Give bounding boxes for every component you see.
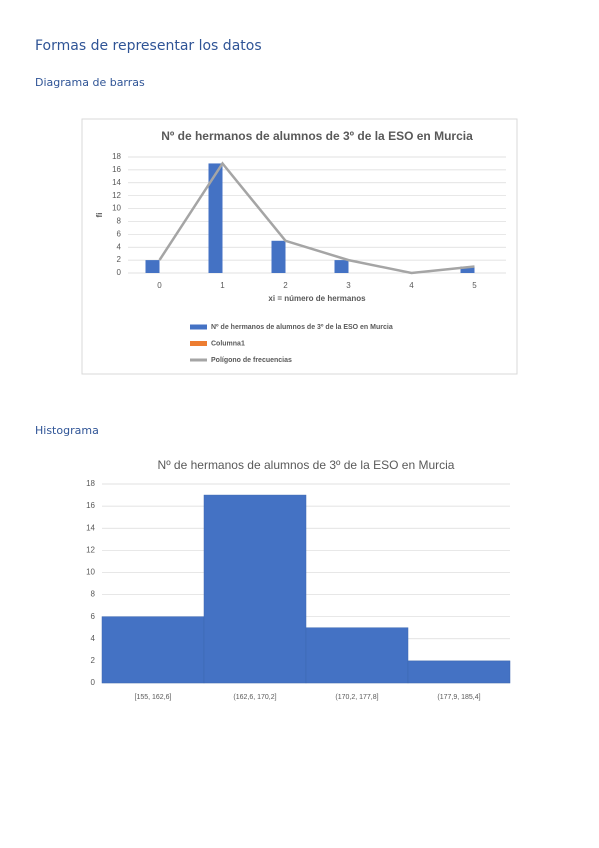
y-tick-label: 2: [117, 255, 122, 264]
x-tick-label: (162,6, 170,2]: [233, 694, 276, 701]
bar: [271, 240, 286, 273]
x-tick-label: 4: [409, 281, 414, 290]
histogram-bar: [305, 627, 409, 684]
y-tick-label: 0: [117, 268, 122, 277]
y-tick-label: 16: [112, 165, 121, 174]
heading: Formas de representar los datos: [35, 38, 262, 54]
section-title: Diagrama de barras: [35, 76, 145, 89]
y-tick-label: 10: [112, 204, 121, 213]
section-title: Histograma: [35, 424, 99, 437]
x-tick-label: [155, 162,6]: [135, 694, 172, 701]
y-tick-label: 16: [86, 501, 95, 510]
frequency-polygon: [158, 161, 475, 275]
y-tick-label: 10: [86, 568, 95, 577]
y-tick-label: 8: [91, 590, 96, 599]
histogram-bar: [203, 494, 307, 684]
y-tick-label: 2: [91, 656, 96, 665]
y-tick-label: 6: [117, 229, 122, 238]
y-tick-label: 12: [86, 545, 95, 554]
x-axis-label: xi = número de hermanos: [268, 294, 366, 303]
y-tick-label: 8: [117, 217, 122, 226]
y-axis-label: fi: [95, 213, 104, 218]
y-tick-label: 0: [91, 678, 96, 687]
bar: [208, 163, 223, 273]
y-tick-label: 4: [117, 242, 122, 251]
legend-key: [190, 341, 207, 346]
x-tick-label: 3: [346, 281, 351, 290]
legend-label: Nº de hermanos de alumnos de 3º de la ES…: [211, 324, 393, 331]
chart-frame: [81, 118, 518, 375]
x-tick-label: (170,2, 177,8]: [335, 694, 378, 701]
x-tick-label: (177,9, 185,4]: [437, 694, 480, 701]
bar: [460, 266, 475, 273]
histogram-bar: [101, 616, 205, 684]
x-tick-label: 5: [472, 281, 477, 290]
histogram-bar: [407, 660, 511, 684]
x-tick-label: 1: [220, 281, 225, 290]
y-tick-label: 18: [86, 479, 95, 488]
x-tick-label: 2: [283, 281, 288, 290]
bar: [334, 260, 349, 273]
y-tick-label: 18: [112, 152, 121, 161]
y-tick-label: 14: [112, 178, 121, 187]
chart-title: Nº de hermanos de alumnos de 3º de la ES…: [158, 458, 455, 472]
bar: [145, 260, 160, 273]
y-tick-label: 12: [112, 191, 121, 200]
x-tick-label: 0: [157, 281, 162, 290]
y-tick-label: 4: [91, 634, 96, 643]
legend-label: Columna1: [211, 340, 245, 347]
y-tick-label: 6: [91, 612, 96, 621]
legend-key: [190, 324, 207, 330]
legend-label: Polígono de frecuencias: [211, 357, 292, 364]
chart-title: Nº de hermanos de alumnos de 3º de la ES…: [161, 129, 473, 143]
y-tick-label: 14: [86, 523, 95, 532]
